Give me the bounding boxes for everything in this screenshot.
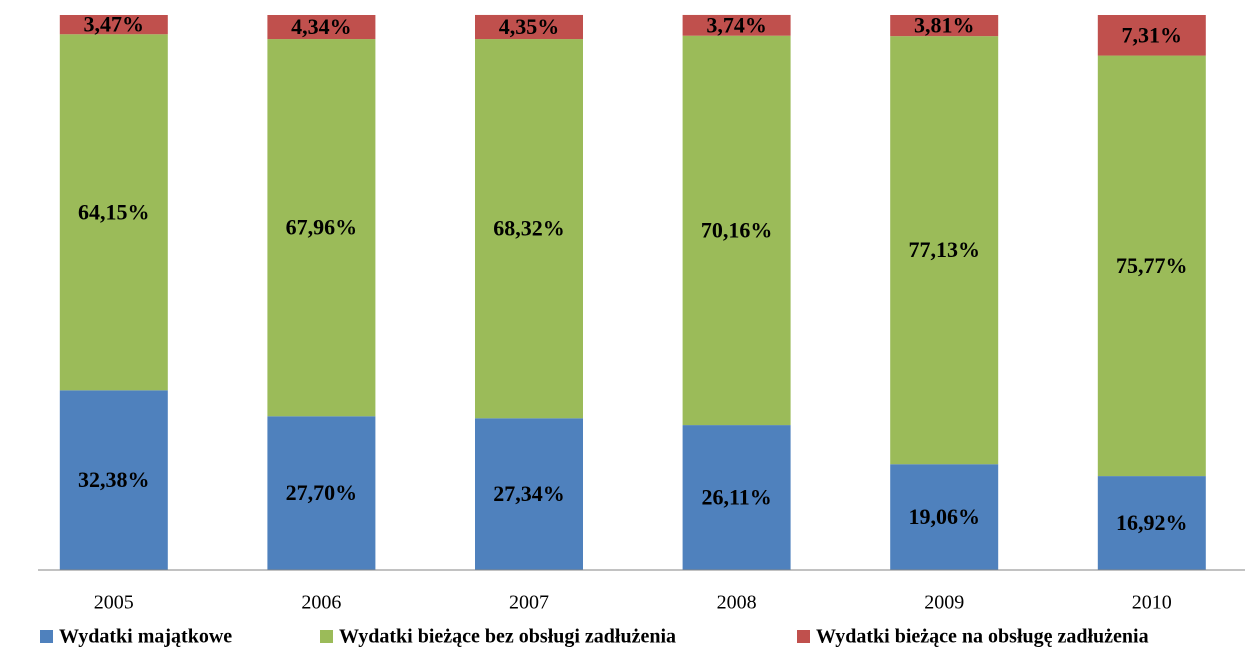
legend-swatch xyxy=(40,630,53,643)
bar-segment xyxy=(682,14,791,36)
bar-segment xyxy=(475,418,583,570)
bar-segment xyxy=(267,416,376,570)
x-tick-label: 2007 xyxy=(509,592,549,614)
bar-segment xyxy=(59,34,168,391)
x-tick-label: 2006 xyxy=(301,592,341,614)
bar-segment xyxy=(475,39,583,419)
bar-segment xyxy=(1097,15,1206,56)
data-label: 4,35% xyxy=(499,14,560,39)
data-label: 67,96% xyxy=(286,215,358,240)
bar-segment xyxy=(475,14,583,40)
data-label: 4,34% xyxy=(291,14,352,39)
x-tick-label: 2010 xyxy=(1132,592,1172,614)
data-label: 75,77% xyxy=(1116,253,1188,278)
x-tick-label: 2008 xyxy=(717,592,757,614)
bar-segment xyxy=(267,15,376,40)
bar-segment xyxy=(1097,55,1206,477)
data-label: 70,16% xyxy=(701,217,773,242)
data-label: 3,81% xyxy=(914,13,975,38)
x-tick-label: 2005 xyxy=(94,592,134,614)
legend-label: Wydatki bieżące na obsługę zadłużenia xyxy=(816,626,1149,648)
data-label: 3,47% xyxy=(84,12,145,37)
data-label: 27,70% xyxy=(286,480,358,505)
legend-label: Wydatki majątkowe xyxy=(59,626,232,648)
bar-segment xyxy=(59,15,168,35)
data-label: 32,38% xyxy=(78,467,150,492)
legend-swatch xyxy=(797,630,810,643)
bar-segment xyxy=(890,464,999,570)
legend-label: Wydatki bieżące bez obsługi zadłużenia xyxy=(339,626,676,648)
bar-segment xyxy=(59,390,168,570)
data-label: 7,31% xyxy=(1122,22,1183,47)
data-label: 16,92% xyxy=(1116,510,1188,535)
data-label: 3,74% xyxy=(706,12,767,37)
bar-segment xyxy=(890,15,999,37)
data-label: 19,06% xyxy=(908,504,980,529)
bar-segment xyxy=(267,39,376,417)
legend-swatch xyxy=(320,630,333,643)
bar-segment xyxy=(682,35,791,426)
data-label: 68,32% xyxy=(493,216,565,241)
bar-segment xyxy=(1097,476,1206,570)
data-label: 26,11% xyxy=(701,485,771,510)
data-label: 64,15% xyxy=(78,199,150,224)
data-label: 77,13% xyxy=(908,237,980,262)
data-label: 27,34% xyxy=(493,481,565,506)
bar-segment xyxy=(682,425,791,570)
x-tick-label: 2009 xyxy=(924,592,964,614)
bar-segment xyxy=(890,36,999,465)
